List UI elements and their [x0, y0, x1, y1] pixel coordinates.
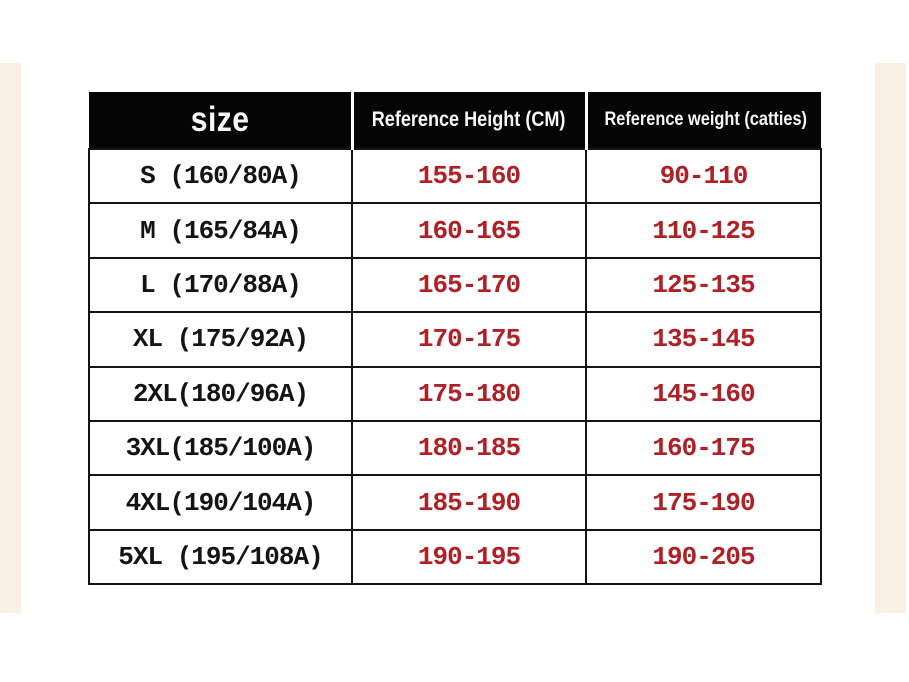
height-cell: 190-195: [351, 528, 587, 586]
size-cell: 4XL(190/104A): [88, 474, 353, 531]
size-cell: 2XL(180/96A): [88, 365, 353, 422]
right-margin-strip: [875, 63, 906, 613]
table-row: 4XL(190/104A) 185-190 175-190: [88, 474, 822, 531]
header-reference-height: Reference Height (CM): [350, 92, 586, 150]
weight-cell: 175-190: [585, 474, 822, 531]
height-cell: 165-170: [351, 256, 587, 314]
size-cell: M (165/84A): [88, 202, 353, 259]
weight-cell: 145-160: [585, 365, 822, 422]
weight-cell: 160-175: [585, 419, 822, 477]
height-cell: 160-165: [351, 202, 587, 259]
height-cell: 180-185: [351, 419, 587, 477]
table-row: XL (175/92A) 170-175 135-145: [88, 311, 822, 368]
height-cell: 170-175: [351, 311, 587, 368]
header-reference-weight-label: Reference weight (catties): [603, 109, 807, 130]
weight-cell: 190-205: [585, 528, 822, 586]
size-cell: L (170/88A): [88, 256, 353, 314]
header-reference-height-label: Reference Height (CM): [372, 108, 566, 131]
table-row: S (160/80A) 155-160 90-110: [88, 147, 822, 205]
size-cell: 3XL(185/100A): [88, 419, 353, 477]
weight-cell: 110-125: [585, 202, 822, 259]
height-cell: 155-160: [351, 147, 587, 205]
table-row: L (170/88A) 165-170 125-135: [88, 256, 822, 314]
table-header-row: size Reference Height (CM) Reference wei…: [89, 92, 821, 150]
size-cell: 5XL (195/108A): [88, 528, 353, 586]
header-size-label: size: [190, 100, 250, 139]
size-cell: S (160/80A): [88, 147, 353, 205]
height-cell: 175-180: [351, 365, 587, 422]
height-cell: 185-190: [351, 474, 587, 531]
table-row: M (165/84A) 160-165 110-125: [88, 202, 822, 259]
weight-cell: 125-135: [585, 256, 822, 314]
left-margin-strip: [0, 63, 21, 613]
table-row: 3XL(185/100A) 180-185 160-175: [88, 419, 822, 477]
size-chart-table: size Reference Height (CM) Reference wei…: [88, 92, 822, 586]
weight-cell: 135-145: [585, 311, 822, 368]
table-row: 5XL (195/108A) 190-195 190-205: [88, 528, 822, 586]
header-size: size: [89, 92, 352, 150]
weight-cell: 90-110: [585, 147, 822, 205]
header-reference-weight: Reference weight (catties): [584, 92, 821, 150]
table-row: 2XL(180/96A) 175-180 145-160: [88, 365, 822, 422]
size-cell: XL (175/92A): [88, 311, 353, 368]
